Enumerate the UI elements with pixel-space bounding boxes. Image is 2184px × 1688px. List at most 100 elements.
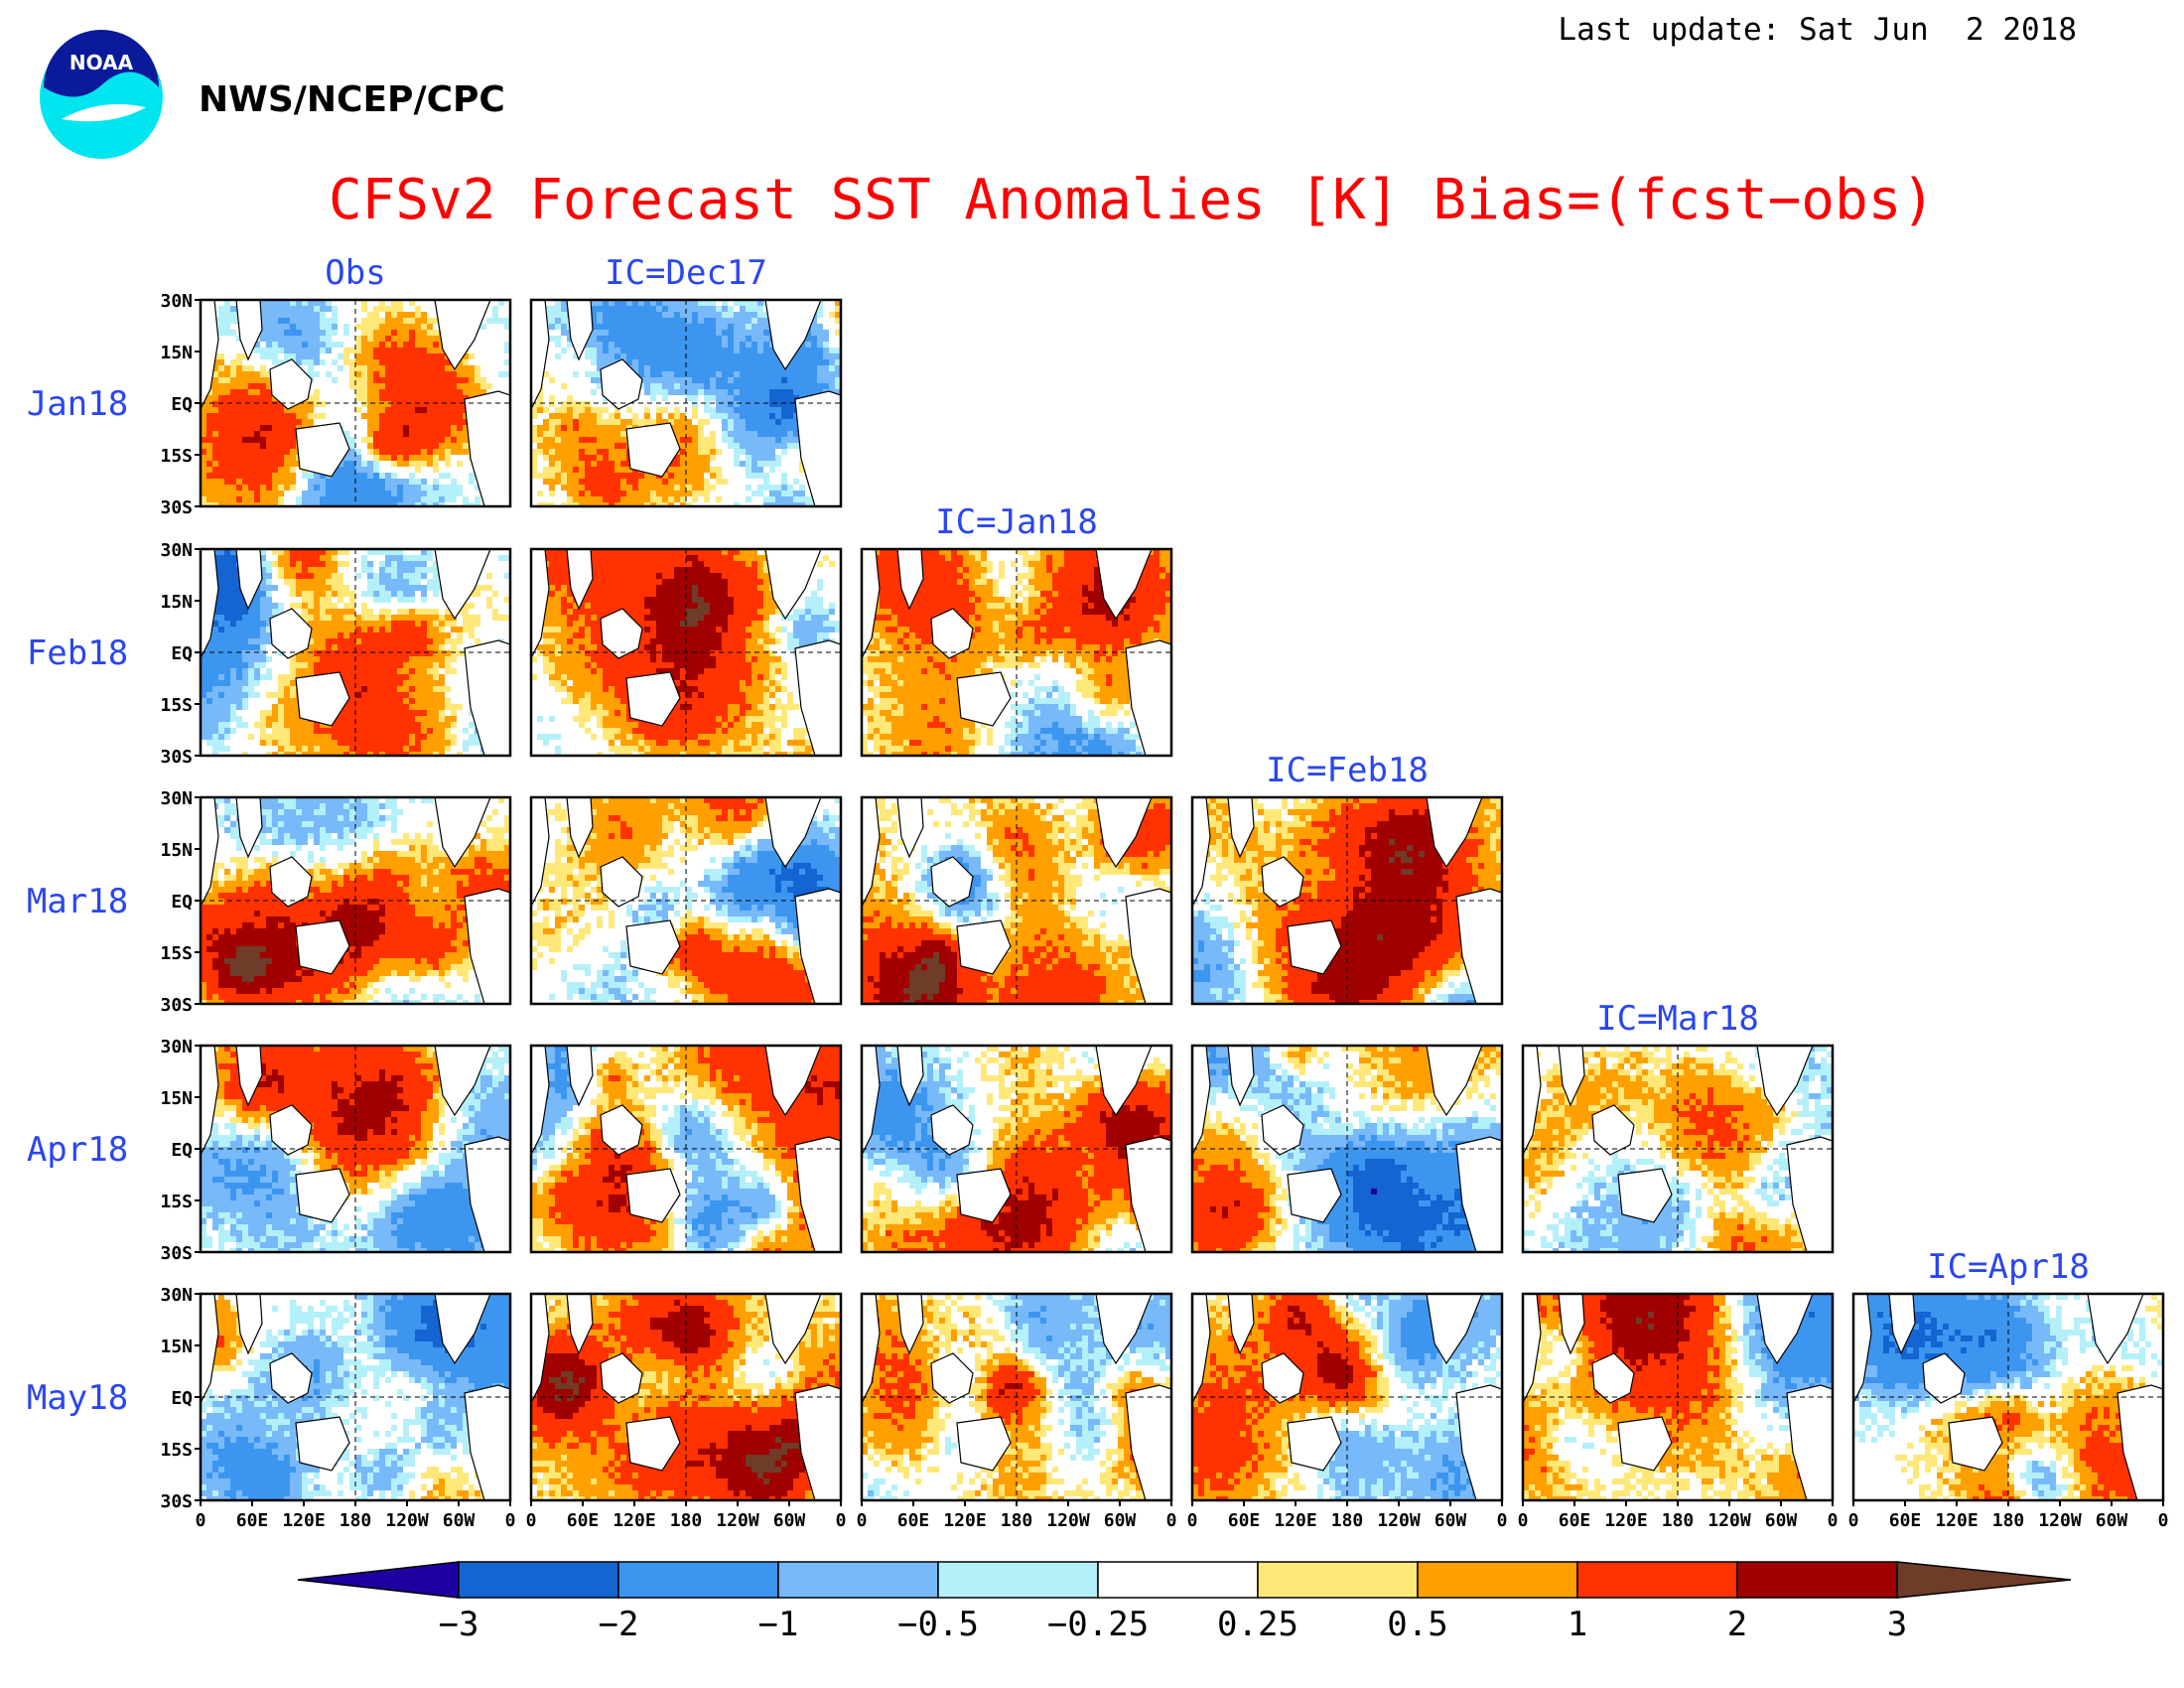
x-tick-label: 180 bbox=[670, 1510, 703, 1531]
colorbar-segment bbox=[458, 1561, 619, 1599]
x-tick-label: 60W bbox=[443, 1510, 476, 1531]
row-label: Apr18 bbox=[27, 1130, 128, 1170]
x-tick-label: 60E bbox=[236, 1510, 269, 1531]
x-tick-label: 0 bbox=[1497, 1510, 1508, 1531]
x-tick-label: 120W bbox=[385, 1510, 429, 1531]
colorbar-label: −3 bbox=[439, 1605, 479, 1644]
colorbar-segment bbox=[937, 1561, 1099, 1599]
colorbar-label: 3 bbox=[1887, 1605, 1907, 1644]
y-tick-label: 15N bbox=[160, 840, 193, 861]
colorbar-segment bbox=[1736, 1561, 1898, 1599]
y-tick-label: EQ bbox=[171, 892, 193, 913]
y-tick-label: 30S bbox=[160, 747, 193, 768]
map-panel bbox=[860, 795, 1173, 1006]
x-tick-label: 120W bbox=[1707, 1510, 1751, 1531]
y-tick-label: EQ bbox=[171, 643, 193, 664]
map-panel: 0 60E 120E 180 120W 60W 0 bbox=[1518, 1292, 1838, 1531]
colorbar-left-arrow bbox=[297, 1561, 460, 1599]
y-tick-label: 15N bbox=[160, 1336, 193, 1357]
y-tick-label: EQ bbox=[171, 1388, 193, 1409]
agency-label: NWS/NCEP/CPC bbox=[199, 79, 505, 120]
row-label: May18 bbox=[27, 1378, 128, 1418]
x-tick-label: 60W bbox=[1434, 1510, 1467, 1531]
column-label: IC=Feb18 bbox=[1266, 751, 1429, 790]
colorbar-right-arrow bbox=[1896, 1561, 2072, 1599]
row-label: Mar18 bbox=[27, 882, 128, 921]
column-label: IC=Jan18 bbox=[935, 502, 1098, 542]
colorbar-label: −1 bbox=[758, 1605, 799, 1644]
x-tick-label: 120W bbox=[2038, 1510, 2082, 1531]
y-tick-label: 15S bbox=[160, 1440, 193, 1461]
logo-text: NOAA bbox=[69, 51, 134, 74]
x-tick-label: 180 bbox=[1662, 1510, 1695, 1531]
x-tick-label: 120E bbox=[943, 1510, 986, 1531]
colorbar-label: −2 bbox=[599, 1605, 639, 1644]
x-tick-label: 120W bbox=[1046, 1510, 1090, 1531]
column-label: IC=Apr18 bbox=[1927, 1247, 2090, 1287]
y-tick-label: 30S bbox=[160, 1491, 193, 1512]
x-tick-label: 60E bbox=[1889, 1510, 1922, 1531]
x-tick-label: 180 bbox=[340, 1510, 372, 1531]
map-panel: 0 60E 120E 180 120W 60W 0 bbox=[1848, 1292, 2168, 1531]
y-tick-label: EQ bbox=[171, 1140, 193, 1161]
map-panel bbox=[860, 1044, 1173, 1254]
noaa-logo: NOAA bbox=[40, 30, 163, 159]
map-panel bbox=[1190, 795, 1504, 1006]
x-tick-label: 120E bbox=[613, 1510, 655, 1531]
colorbar: −3 −2 −1 −0.5 −0.25 0.25 0.5 1 2 3 bbox=[297, 1561, 2072, 1644]
x-tick-label: 0 bbox=[857, 1510, 868, 1531]
y-tick-label: 30N bbox=[160, 788, 193, 809]
last-update: Last update: Sat Jun 2 2018 bbox=[1558, 12, 2077, 48]
x-tick-label: 120E bbox=[282, 1510, 325, 1531]
map-panel bbox=[1521, 1044, 1835, 1254]
map-panel bbox=[529, 298, 843, 508]
row-label: Jan18 bbox=[27, 384, 128, 424]
y-tick-label: 15S bbox=[160, 446, 193, 467]
y-tick-label: 30N bbox=[160, 540, 193, 561]
y-tick-label: 15N bbox=[160, 1088, 193, 1109]
x-tick-label: 60E bbox=[567, 1510, 600, 1531]
colorbar-segment bbox=[1257, 1561, 1419, 1599]
y-tick-label: 30N bbox=[160, 291, 193, 312]
x-tick-label: 120E bbox=[1604, 1510, 1647, 1531]
x-tick-label: 60W bbox=[2096, 1510, 2128, 1531]
x-tick-label: 180 bbox=[1001, 1510, 1033, 1531]
map-panel: 30N 15N EQ 15S 30S bbox=[160, 291, 512, 518]
colorbar-segment bbox=[1417, 1561, 1578, 1599]
x-tick-label: 0 bbox=[505, 1510, 516, 1531]
x-tick-label: 0 bbox=[1187, 1510, 1198, 1531]
x-tick-label: 120W bbox=[1377, 1510, 1421, 1531]
x-tick-label: 60W bbox=[1104, 1510, 1137, 1531]
main-title: CFSv2 Forecast SST Anomalies [K] Bias=(f… bbox=[329, 168, 1935, 232]
map-panel bbox=[1190, 1044, 1504, 1254]
map-panel bbox=[529, 547, 843, 758]
x-tick-label: 0 bbox=[1166, 1510, 1177, 1531]
y-tick-label: EQ bbox=[171, 394, 193, 415]
map-panel: 0 60E 120E 180 120W 60W 0 bbox=[526, 1292, 847, 1531]
map-panel bbox=[529, 1044, 843, 1254]
colorbar-label: −0.25 bbox=[1047, 1605, 1149, 1644]
map-panel bbox=[860, 547, 1173, 758]
column-label: IC=Dec17 bbox=[605, 253, 767, 293]
map-panel: 0 60E 120E 180 120W 60W 0 bbox=[857, 1292, 1177, 1531]
y-tick-label: 30N bbox=[160, 1285, 193, 1306]
colorbar-label: 2 bbox=[1727, 1605, 1747, 1644]
y-tick-label: 15S bbox=[160, 695, 193, 716]
x-tick-label: 60W bbox=[773, 1510, 806, 1531]
colorbar-segment bbox=[617, 1561, 779, 1599]
x-tick-label: 120E bbox=[1935, 1510, 1978, 1531]
colorbar-segment bbox=[1576, 1561, 1738, 1599]
x-tick-label: 0 bbox=[836, 1510, 847, 1531]
map-panel: 0 60E 120E 180 120W 60W 0 bbox=[1187, 1292, 1508, 1531]
panel-grid: Jan18 Obs 30N 15N EQ 15S 30S IC=Dec17 Feb18 30N 15… bbox=[27, 253, 2169, 1531]
x-tick-label: 180 bbox=[1992, 1510, 2025, 1531]
map-panel: 30N 15N EQ 15S 30S bbox=[160, 1037, 512, 1264]
y-tick-label: 30S bbox=[160, 1243, 193, 1264]
map-panel: 30N 15N EQ 15S 30S bbox=[160, 788, 512, 1016]
map-panel bbox=[529, 795, 843, 1006]
colorbar-segment bbox=[777, 1561, 939, 1599]
colorbar-label: 1 bbox=[1568, 1605, 1587, 1644]
colorbar-segment bbox=[1097, 1561, 1259, 1599]
y-tick-label: 30S bbox=[160, 995, 193, 1016]
y-tick-label: 15N bbox=[160, 343, 193, 363]
